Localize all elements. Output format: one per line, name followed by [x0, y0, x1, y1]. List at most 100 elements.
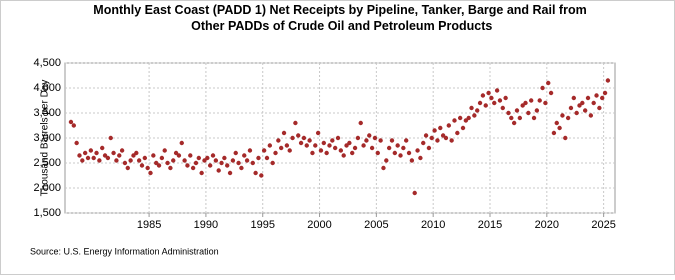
data-point — [375, 150, 380, 156]
data-point — [148, 170, 153, 176]
data-point — [190, 165, 196, 171]
data-point — [188, 153, 193, 158]
data-point — [472, 113, 477, 118]
data-point — [293, 120, 298, 126]
data-point — [350, 150, 355, 156]
data-point — [153, 160, 159, 166]
data-point — [68, 119, 74, 125]
x-tick-label: 1985 — [137, 219, 161, 231]
data-point — [199, 170, 204, 176]
data-point — [446, 123, 452, 128]
y-tick-label: 1,500 — [33, 207, 61, 219]
data-point — [74, 140, 79, 146]
data-point — [398, 153, 403, 158]
data-point — [91, 155, 96, 161]
data-point — [438, 125, 443, 131]
data-point — [364, 138, 369, 143]
data-point — [483, 103, 488, 108]
data-point — [392, 150, 398, 156]
data-point — [202, 158, 207, 163]
data-point — [134, 150, 139, 156]
data-point — [253, 170, 258, 176]
data-point — [477, 100, 483, 106]
data-point — [358, 120, 363, 126]
data-point — [193, 160, 199, 166]
data-point — [313, 143, 318, 148]
data-point — [114, 158, 119, 163]
data-point — [369, 145, 375, 151]
data-point — [230, 158, 236, 163]
y-tick-label: 2,000 — [33, 182, 61, 194]
data-point — [80, 158, 85, 163]
data-point — [207, 163, 213, 168]
data-point — [475, 108, 480, 113]
data-point — [296, 133, 301, 138]
data-point — [290, 135, 295, 141]
data-point — [503, 95, 508, 101]
data-point — [278, 145, 284, 151]
data-point — [165, 160, 170, 166]
data-point — [142, 155, 148, 161]
data-point — [88, 148, 94, 153]
data-point — [298, 140, 304, 146]
data-point — [151, 153, 156, 158]
data-point — [574, 110, 579, 116]
data-point — [108, 135, 113, 141]
data-point — [591, 100, 596, 106]
data-point — [580, 100, 585, 106]
data-point — [267, 143, 273, 148]
data-point — [568, 105, 574, 111]
data-point — [412, 190, 417, 196]
data-point — [440, 133, 446, 138]
data-point — [259, 173, 264, 178]
data-point — [423, 133, 429, 138]
data-point — [517, 115, 523, 121]
data-point — [335, 135, 341, 141]
x-tick-label: 2000 — [307, 219, 331, 231]
data-point — [171, 158, 176, 163]
data-point — [239, 165, 244, 171]
data-point — [605, 78, 611, 83]
data-point — [540, 85, 545, 91]
data-point — [455, 130, 460, 136]
data-point — [85, 155, 91, 161]
data-point — [264, 155, 270, 161]
data-point — [378, 138, 383, 143]
data-point — [415, 148, 420, 153]
data-point — [355, 135, 361, 141]
data-point — [435, 138, 440, 143]
data-point — [452, 118, 457, 123]
data-point — [338, 148, 344, 153]
x-tick-label: 2005 — [364, 219, 388, 231]
data-point — [173, 150, 179, 156]
data-point — [225, 163, 230, 168]
data-point — [463, 118, 469, 123]
data-point — [182, 158, 187, 163]
data-point — [145, 165, 150, 171]
data-point — [276, 138, 281, 143]
data-point — [250, 160, 255, 166]
data-point — [94, 150, 99, 156]
data-point — [460, 125, 466, 131]
data-point — [111, 150, 116, 156]
data-point — [332, 145, 338, 151]
data-point — [318, 148, 324, 153]
data-point — [287, 148, 292, 153]
data-point — [347, 140, 352, 146]
data-point — [270, 160, 275, 166]
data-point — [551, 130, 557, 136]
data-point — [125, 165, 130, 171]
data-point — [585, 95, 591, 101]
data-point — [537, 98, 542, 103]
data-point — [372, 135, 378, 141]
data-point — [600, 95, 605, 101]
data-point — [156, 163, 162, 168]
data-point — [105, 155, 111, 161]
data-point — [136, 158, 142, 163]
y-tick-label: 4,500 — [33, 57, 61, 69]
data-point — [222, 155, 227, 161]
data-point — [162, 148, 167, 153]
data-point — [489, 95, 494, 101]
data-point — [582, 108, 588, 113]
